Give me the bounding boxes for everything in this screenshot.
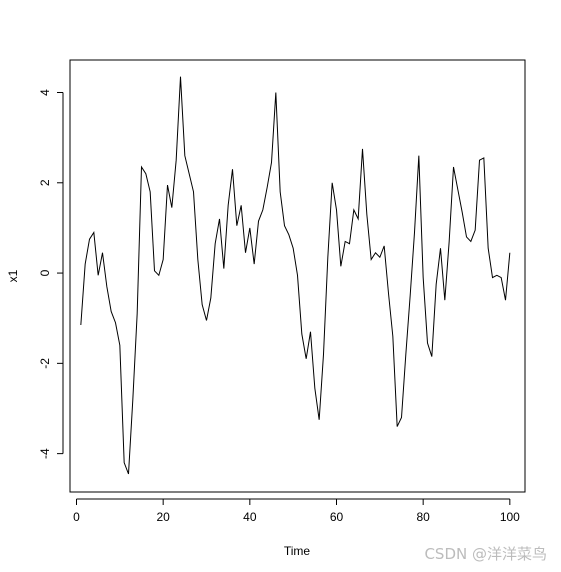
x-tick-label: 0: [73, 510, 80, 524]
x-axis: 0 20 40 60 80 100: [73, 498, 520, 524]
series-line-x1: [80, 76, 511, 475]
y-tick-label: 2: [38, 179, 52, 186]
plot-box: [69, 59, 526, 493]
y-axis-label: x1: [6, 269, 20, 282]
y-axis: -4 -2 0 2 4: [38, 89, 64, 459]
x-tick-label: 100: [500, 510, 520, 524]
x-tick-label: 60: [330, 510, 344, 524]
x-tick-label: 20: [156, 510, 170, 524]
watermark: CSDN @洋洋菜鸟: [424, 545, 547, 563]
y-tick-label: 0: [38, 269, 52, 276]
x-tick-label: 80: [416, 510, 430, 524]
y-tick-label: -2: [38, 358, 52, 369]
y-tick-label: 4: [38, 89, 52, 96]
x-tick-label: 40: [243, 510, 257, 524]
x-axis-label: Time: [284, 544, 311, 558]
y-tick-label: -4: [38, 448, 52, 459]
